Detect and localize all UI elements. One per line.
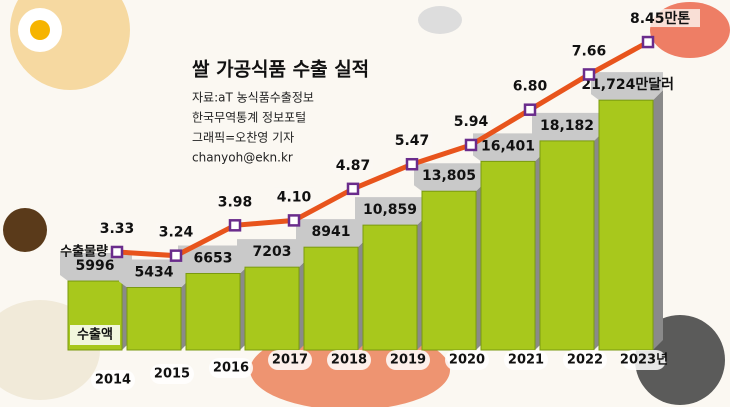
line-label-bg bbox=[628, 9, 700, 28]
x-tick-label: 2019 bbox=[390, 353, 426, 368]
bar-side bbox=[653, 90, 663, 350]
bar bbox=[303, 246, 359, 351]
year-badge bbox=[445, 350, 489, 370]
bar-value-label: 5434 bbox=[135, 265, 174, 281]
series-label: 수출물량 bbox=[60, 243, 108, 259]
bar-value-label: 6653 bbox=[194, 250, 233, 266]
year-badge bbox=[386, 350, 430, 370]
bar-top bbox=[178, 245, 250, 274]
x-tick-label: 2018 bbox=[331, 353, 367, 368]
bar-value-label: 10,859 bbox=[363, 202, 417, 218]
year-badge bbox=[327, 350, 371, 370]
bar-top bbox=[237, 239, 309, 268]
source-line: 그래픽=오찬영 기자 bbox=[192, 130, 294, 145]
line-label-bg bbox=[333, 155, 373, 174]
bar bbox=[126, 287, 182, 351]
line-marker bbox=[169, 249, 183, 262]
line-label-bg bbox=[510, 76, 550, 95]
source-line: 한국무역통계 정보포털 bbox=[192, 111, 306, 125]
bar-value-label: 16,401 bbox=[481, 138, 535, 154]
bar bbox=[362, 224, 418, 351]
series-label: 수출액 bbox=[77, 327, 113, 343]
x-tick-label: 2015 bbox=[154, 367, 190, 382]
bar-value-label: 13,805 bbox=[422, 168, 476, 184]
x-tick-label: 2014 bbox=[95, 373, 131, 388]
line-marker bbox=[228, 219, 242, 232]
line-label-bg bbox=[392, 131, 432, 150]
line-marker bbox=[110, 245, 124, 259]
line-label-bg bbox=[215, 192, 255, 211]
line-value-label: 5.47 bbox=[395, 133, 430, 149]
decor-spoon bbox=[418, 6, 462, 34]
year-badge bbox=[268, 350, 312, 370]
line-value-label: 4.10 bbox=[277, 189, 312, 205]
year-badge bbox=[150, 364, 194, 384]
line-value-label: 8.45만톤 bbox=[630, 11, 690, 27]
x-tick-label: 2020 bbox=[449, 353, 485, 368]
line-marker bbox=[346, 182, 360, 196]
line-value-label: 3.98 bbox=[218, 194, 253, 210]
bar-value-label: 8941 bbox=[312, 224, 351, 240]
bar-value-label: 5996 bbox=[76, 258, 115, 274]
bar-top bbox=[414, 163, 486, 192]
bar-top bbox=[532, 112, 604, 141]
bar-value-label: 7203 bbox=[253, 244, 292, 260]
bar bbox=[598, 99, 654, 351]
x-tick-label: 2023년 bbox=[620, 353, 668, 368]
decor-yolk bbox=[30, 20, 50, 40]
x-tick-label: 2022 bbox=[567, 353, 603, 368]
bar-top bbox=[591, 72, 663, 101]
line-label-bg bbox=[451, 111, 491, 130]
x-tick-label: 2021 bbox=[508, 353, 544, 368]
line-label-bg bbox=[569, 41, 609, 60]
chart-title: 쌀 가공식품 수출 실적 bbox=[192, 59, 369, 81]
bar bbox=[421, 190, 477, 351]
bar bbox=[539, 140, 595, 351]
line-value-label: 3.24 bbox=[159, 225, 194, 241]
bar-top bbox=[296, 219, 368, 248]
line-value-label: 4.87 bbox=[336, 158, 371, 174]
line-value-label: 7.66 bbox=[572, 43, 607, 59]
year-badge bbox=[209, 358, 253, 378]
series-label-bg bbox=[70, 325, 120, 345]
year-badge bbox=[563, 350, 607, 370]
plot: 5996 2014 5434 2015 6653 2016 7203 2017 8941 2018… bbox=[60, 9, 700, 390]
bar-top bbox=[355, 197, 427, 226]
source-line: 자료:aT 농식품수출정보 bbox=[192, 91, 314, 105]
year-badge bbox=[91, 370, 135, 390]
line-label-bg bbox=[274, 187, 314, 206]
line-value-label: 6.80 bbox=[513, 79, 548, 95]
bar bbox=[244, 266, 300, 351]
bar-value-label: 21,724만달러 bbox=[581, 77, 674, 93]
bar bbox=[480, 160, 536, 351]
bar-top bbox=[119, 259, 191, 288]
line-marker bbox=[582, 68, 596, 81]
decor-sauce bbox=[3, 208, 47, 252]
bar-value-label: 18,182 bbox=[540, 118, 594, 134]
bar-top bbox=[60, 253, 132, 282]
line-marker bbox=[641, 35, 655, 49]
line-value-label: 5.94 bbox=[454, 114, 489, 130]
line-marker bbox=[405, 157, 419, 171]
x-tick-label: 2017 bbox=[272, 353, 308, 368]
bar bbox=[185, 272, 241, 351]
line-marker bbox=[287, 214, 301, 227]
line-value-label: 3.33 bbox=[100, 221, 135, 237]
source-line: chanyoh@ekn.kr bbox=[192, 151, 293, 165]
line-marker bbox=[464, 138, 478, 152]
line bbox=[116, 39, 650, 259]
bar-top bbox=[473, 133, 545, 162]
x-tick-label: 2016 bbox=[213, 361, 249, 376]
year-badge bbox=[504, 350, 548, 370]
line-marker bbox=[523, 103, 537, 116]
line-label-bg bbox=[97, 218, 137, 237]
line-label-bg bbox=[156, 222, 196, 241]
year-badge bbox=[622, 350, 666, 370]
